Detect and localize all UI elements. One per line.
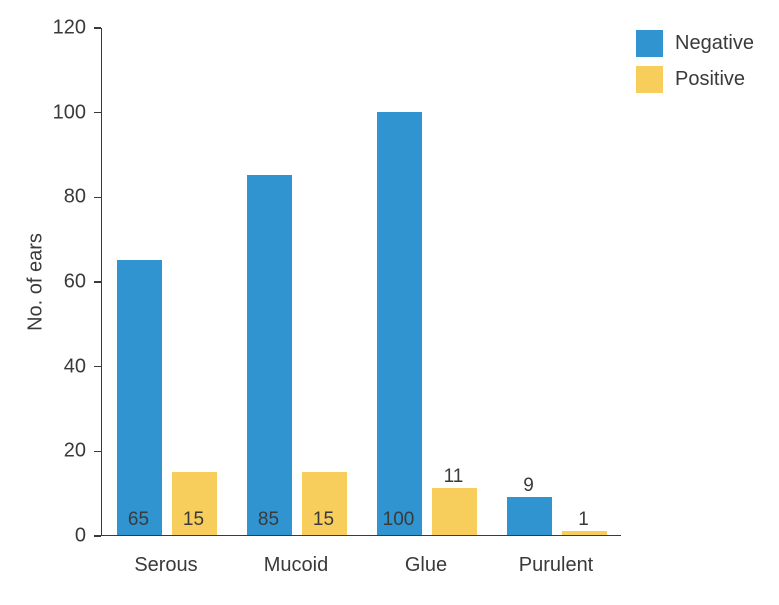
ytick-mark bbox=[94, 27, 101, 29]
ytick-label: 100 bbox=[0, 101, 86, 124]
ytick-mark bbox=[94, 281, 101, 283]
ytick-label: 80 bbox=[0, 186, 86, 209]
bar-value-label: 65 bbox=[128, 509, 149, 531]
legend-item-positive: Positive bbox=[636, 66, 745, 93]
bar-negative bbox=[247, 175, 292, 535]
ytick-mark bbox=[94, 535, 101, 537]
bar-chart: No. of ears NegativePositive 02040608010… bbox=[0, 0, 779, 605]
ytick-mark bbox=[94, 112, 101, 114]
ytick-mark bbox=[94, 451, 101, 453]
ytick-label: 40 bbox=[0, 355, 86, 378]
plot-area bbox=[101, 28, 621, 536]
ytick-label: 120 bbox=[0, 17, 86, 40]
bar-value-label: 85 bbox=[258, 509, 279, 531]
ytick-label: 60 bbox=[0, 271, 86, 294]
ytick-mark bbox=[94, 366, 101, 368]
bar-negative bbox=[507, 497, 552, 535]
bar-value-label: 11 bbox=[444, 466, 464, 488]
bar-value-label: 9 bbox=[523, 475, 534, 497]
legend-swatch bbox=[636, 66, 663, 93]
legend-label: Negative bbox=[675, 32, 754, 55]
bar-value-label: 1 bbox=[578, 509, 589, 531]
ytick-label: 0 bbox=[0, 525, 86, 548]
bar-value-label: 15 bbox=[313, 509, 334, 531]
xtick-label: Mucoid bbox=[264, 554, 328, 577]
legend-label: Positive bbox=[675, 68, 745, 91]
xtick-label: Glue bbox=[405, 554, 447, 577]
bar-value-label: 100 bbox=[383, 509, 415, 531]
ytick-mark bbox=[94, 197, 101, 199]
bar-positive bbox=[432, 488, 477, 535]
xtick-label: Purulent bbox=[519, 554, 594, 577]
ytick-label: 20 bbox=[0, 440, 86, 463]
bar-value-label: 15 bbox=[183, 509, 204, 531]
bar-negative bbox=[117, 260, 162, 535]
bar-negative bbox=[377, 112, 422, 535]
xtick-label: Serous bbox=[134, 554, 197, 577]
legend-swatch bbox=[636, 30, 663, 57]
legend-item-negative: Negative bbox=[636, 30, 754, 57]
bar-positive bbox=[562, 531, 607, 535]
